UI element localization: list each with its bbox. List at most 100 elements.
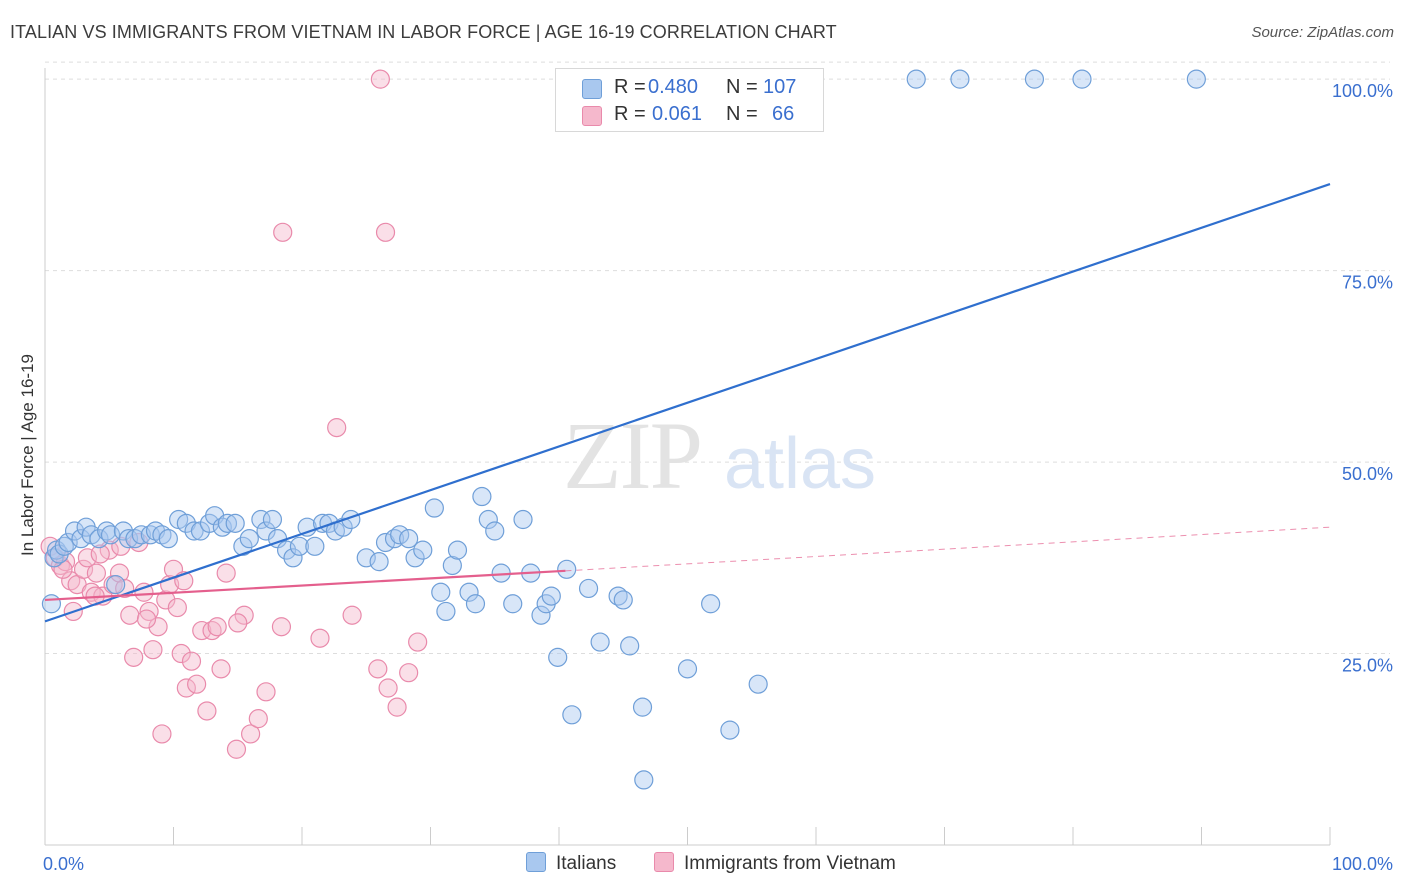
italians-point xyxy=(212,517,232,537)
italians-point xyxy=(531,605,551,625)
vietnam-point xyxy=(248,709,268,729)
vietnam-legend-swatch xyxy=(654,852,674,872)
italians-point xyxy=(557,559,577,579)
italians-point xyxy=(184,521,204,541)
italians-point xyxy=(541,586,561,606)
vietnam-point xyxy=(148,617,168,637)
italians-point xyxy=(276,540,297,560)
italians-point xyxy=(472,486,492,507)
tick-labels: 25.0% 50.0% 75.0% 100.0% 0.0% 100.0% xyxy=(43,81,1393,874)
vietnam-point xyxy=(310,628,330,648)
italians-point xyxy=(251,509,271,530)
vietnam-point xyxy=(234,605,254,625)
vietnam-point xyxy=(167,597,187,618)
vietnam-legend-label: Immigrants from Vietnam xyxy=(684,853,896,874)
italians-point xyxy=(89,529,109,549)
italians-point xyxy=(485,521,505,541)
italians-point xyxy=(305,536,325,556)
italians-point xyxy=(1024,69,1045,89)
y-tick-label: 100.0% xyxy=(1332,81,1393,101)
italians-point xyxy=(225,513,245,533)
italians-point xyxy=(513,509,533,530)
vietnam-point xyxy=(256,682,276,702)
vietnam-point xyxy=(368,659,388,679)
vietnam-point xyxy=(273,222,293,242)
trendlines xyxy=(44,183,1331,623)
chart-title: ITALIAN VS IMMIGRANTS FROM VIETNAM IN LA… xyxy=(10,22,837,42)
vietnam-point xyxy=(241,724,261,744)
n-label: N = xyxy=(726,103,758,125)
italians-point xyxy=(503,594,523,614)
vietnam-point xyxy=(86,563,107,583)
r-label: R = xyxy=(614,76,646,98)
vietnam-trendline-extension xyxy=(565,526,1331,572)
italians-point xyxy=(58,532,78,553)
italians-point xyxy=(319,513,339,533)
vietnam-point xyxy=(152,724,172,744)
italians-point xyxy=(289,536,310,556)
vietnam-point xyxy=(192,620,212,641)
italians-point xyxy=(384,529,405,549)
n-value: 66 xyxy=(772,103,795,125)
italians-point xyxy=(478,509,498,530)
italians-point xyxy=(233,536,253,556)
vietnam-point xyxy=(139,601,159,622)
italians-point xyxy=(41,594,62,614)
y-axis-label: In Labor Force | Age 16-19 xyxy=(18,354,37,556)
italians-point xyxy=(256,521,276,541)
italians-point xyxy=(590,632,610,652)
italians-point xyxy=(608,586,628,606)
watermark: ZIP atlas xyxy=(563,402,876,509)
vietnam-point xyxy=(375,222,396,242)
vietnam-point xyxy=(387,697,407,717)
vietnam-point xyxy=(120,605,140,625)
y-tick-label: 50.0% xyxy=(1342,464,1393,484)
italians-trendline xyxy=(44,183,1331,623)
italians-point xyxy=(562,705,582,725)
italians-point xyxy=(262,509,283,530)
n-value: 107 xyxy=(763,76,797,98)
x-tick-label: 100.0% xyxy=(1332,854,1393,874)
vietnam-point xyxy=(202,620,222,641)
italians-point xyxy=(217,513,238,533)
vietnam-point xyxy=(207,617,227,637)
italians-point xyxy=(140,525,160,545)
italians-point xyxy=(100,525,121,545)
italians-point xyxy=(720,720,740,740)
n-label: N = xyxy=(726,76,758,98)
vietnam-point xyxy=(181,651,202,671)
r-label: R = xyxy=(614,103,646,125)
vietnam-point xyxy=(408,632,428,652)
vietnam-point xyxy=(171,643,191,664)
vietnam-point xyxy=(187,674,207,694)
vietnam-point xyxy=(73,559,94,579)
vietnam-point xyxy=(226,739,247,759)
vietnam-point xyxy=(77,548,98,568)
y-tick-label: 75.0% xyxy=(1342,273,1393,293)
italians-point xyxy=(1186,69,1206,89)
italians-swatch xyxy=(582,79,602,99)
italians-point xyxy=(701,594,721,614)
vietnam-point xyxy=(370,69,390,89)
legend-italians: Italians xyxy=(526,852,616,875)
r-value: 0.061 xyxy=(652,103,703,125)
vietnam-point xyxy=(176,678,196,698)
vietnam-point xyxy=(342,605,362,625)
vietnam-point xyxy=(109,563,130,583)
italians-point xyxy=(613,590,633,610)
vietnam-points xyxy=(40,69,428,759)
vietnam-point xyxy=(228,613,248,633)
vietnam-point xyxy=(134,582,154,602)
axes xyxy=(44,68,1331,846)
italians-point xyxy=(369,552,389,572)
vietnam-point xyxy=(197,701,217,721)
italians-point xyxy=(748,674,768,694)
italians-point xyxy=(239,529,259,549)
italians-point xyxy=(906,69,926,89)
vietnam-point xyxy=(378,678,398,698)
italians-point xyxy=(436,601,456,622)
source-note: Source: ZipAtlas.com xyxy=(1251,24,1394,41)
italians-point xyxy=(442,555,462,576)
italians-point xyxy=(97,521,117,541)
vietnam-point xyxy=(143,640,163,660)
